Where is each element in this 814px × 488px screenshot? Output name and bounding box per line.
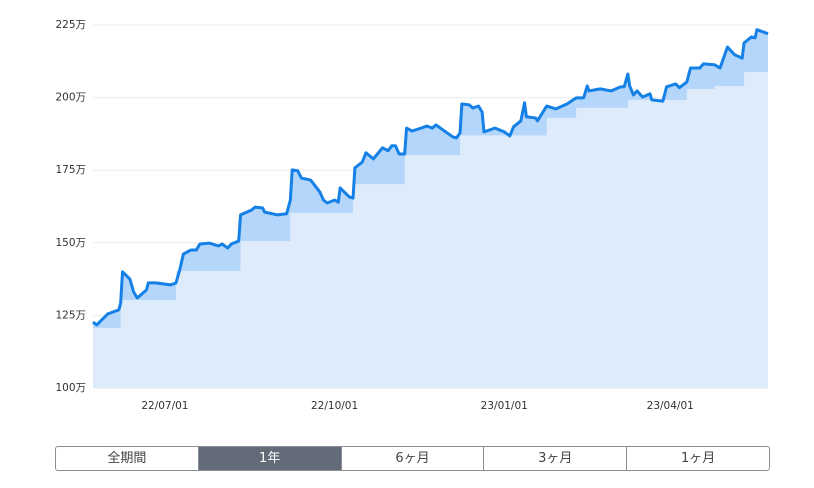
value-line xyxy=(92,28,769,327)
period-tabs: 全期間 1年 6ヶ月 3ヶ月 1ヶ月 xyxy=(55,446,770,471)
x-tick-label: 22/10/01 xyxy=(311,400,358,412)
y-tick-label: 175万 xyxy=(55,164,86,176)
period-tab[interactable]: 1年 xyxy=(197,447,341,470)
y-tick-label: 125万 xyxy=(55,309,86,321)
y-tick-label: 200万 xyxy=(55,92,86,104)
y-tick-label: 225万 xyxy=(55,19,86,31)
period-tab[interactable]: 3ヶ月 xyxy=(483,447,626,470)
y-tick-label: 100万 xyxy=(55,382,86,394)
y-tick-label: 150万 xyxy=(55,237,86,249)
chart: 100万 125万 150万 175万 200万 225万 22/07/01 22/10/01… xyxy=(55,19,769,412)
period-tab[interactable]: 全期間 xyxy=(107,451,147,466)
period-tab[interactable]: 1ヶ月 xyxy=(626,447,769,470)
principal-area xyxy=(93,72,768,388)
x-tick-label: 23/04/01 xyxy=(647,400,694,412)
x-tick-label: 22/07/01 xyxy=(141,400,188,412)
period-tab[interactable]: 6ヶ月 xyxy=(340,447,484,470)
x-tick-label: 23/01/01 xyxy=(481,400,528,412)
